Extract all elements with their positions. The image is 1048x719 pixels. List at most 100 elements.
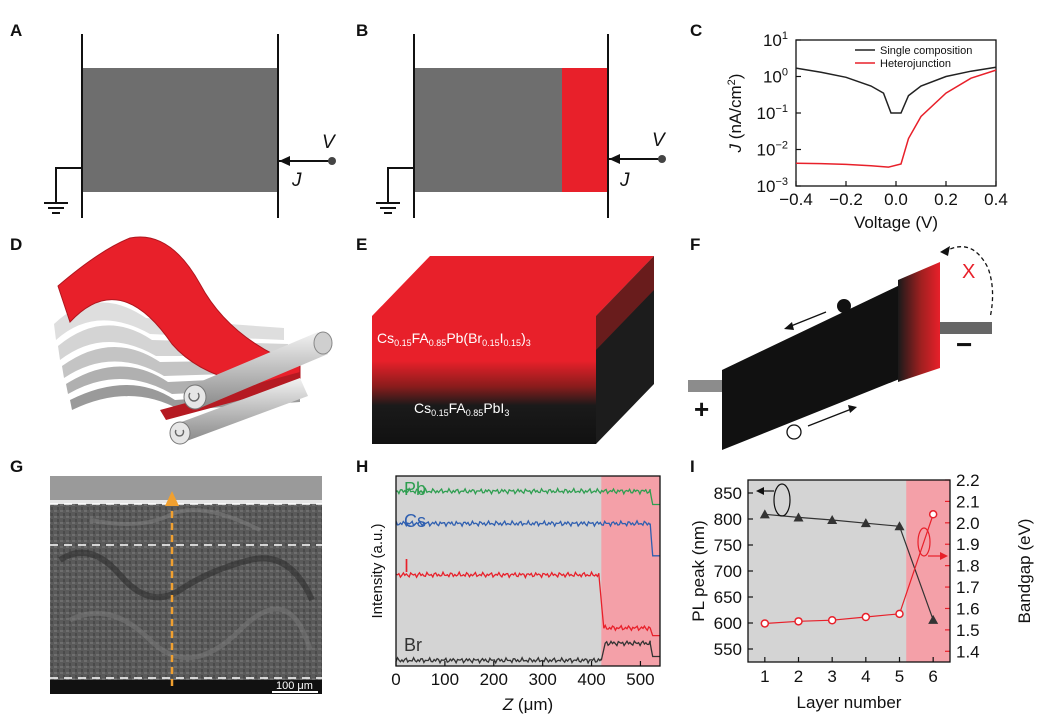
blocked-arrow-head-icon bbox=[940, 246, 950, 256]
ground-wire bbox=[387, 167, 414, 202]
hole-icon bbox=[786, 424, 802, 440]
series-line-i-1 bbox=[764, 514, 934, 625]
x-axis-title-c: Voltage (V) bbox=[854, 213, 938, 232]
y-tick-label-left-i: 750 bbox=[714, 536, 742, 555]
panel-label-c: C bbox=[690, 21, 702, 40]
gray-layer bbox=[414, 68, 562, 192]
y-tick-label-right-i: 2.0 bbox=[956, 514, 980, 533]
hole-arrow-head-icon bbox=[848, 405, 857, 413]
x-axis-title-i: Layer number bbox=[797, 693, 902, 712]
panel-label-g: G bbox=[10, 457, 23, 476]
series-line-c-0 bbox=[795, 66, 997, 114]
heterojunction-region bbox=[906, 480, 950, 662]
y-tick-label-left-i: 600 bbox=[714, 614, 742, 633]
block-side-gradient bbox=[596, 256, 654, 350]
panel-g: G 100 μm bbox=[10, 457, 322, 694]
series-line-h-1 bbox=[395, 519, 660, 557]
plot-frame-h bbox=[395, 475, 661, 667]
panel-h: H 0 100 200 300 400 500 Pb Cs I Br Z (μm) Int… bbox=[356, 457, 661, 714]
sem-top-edge bbox=[50, 476, 322, 500]
x-tick-label-h: 500 bbox=[626, 670, 654, 689]
current-arrow-icon bbox=[609, 154, 620, 164]
y-tick-label-c: 101 bbox=[763, 30, 788, 50]
x-tick-label-i: 2 bbox=[794, 667, 803, 686]
i-ticks: 1 2 3 4 5 6 550 600 650 700 750 800 850 1.4 1.5 1.6 1.7 1… bbox=[714, 471, 980, 686]
panel-label-e: E bbox=[356, 235, 367, 254]
panel-label-h: H bbox=[356, 457, 368, 476]
current-arrow-icon bbox=[279, 156, 290, 166]
left-contact bbox=[688, 380, 722, 392]
plus-sign: + bbox=[694, 394, 709, 424]
y-axis-title-h: Intensity (a.u.) bbox=[369, 523, 386, 618]
y-tick-label-c: 100 bbox=[763, 67, 788, 87]
block-front-face bbox=[372, 316, 596, 444]
panel-d: D bbox=[10, 235, 333, 445]
data-point-bandgap bbox=[794, 617, 803, 626]
data-point-pl bbox=[928, 614, 939, 624]
blocked-mark: X bbox=[962, 261, 975, 283]
y-tick-label-right-i: 1.4 bbox=[956, 642, 980, 661]
series-line-i-0 bbox=[764, 513, 934, 621]
y-tick-label-c: 10−3 bbox=[757, 176, 788, 196]
data-point-bandgap bbox=[760, 619, 770, 628]
left-axis-indicator bbox=[773, 483, 791, 517]
sem-substrate bbox=[50, 680, 322, 694]
data-point-pl bbox=[860, 518, 871, 528]
y-axis-title-left-i: PL peak (nm) bbox=[689, 520, 708, 621]
legend-label-single: Single composition bbox=[880, 45, 972, 57]
sem-cross-section bbox=[50, 504, 322, 680]
y-tick-label-right-i: 1.5 bbox=[956, 621, 980, 640]
y-tick-label-left-i: 850 bbox=[714, 484, 742, 503]
x-tick-label-h: 400 bbox=[577, 670, 605, 689]
y-tick-label-c: 10−1 bbox=[757, 103, 788, 123]
panel-f: F + − X bbox=[688, 235, 994, 450]
right-axis-arrow-head-icon bbox=[940, 552, 948, 560]
sem-bright-line bbox=[50, 500, 322, 504]
y-tick-label-right-i: 1.7 bbox=[956, 578, 980, 597]
minus-sign: − bbox=[956, 329, 972, 360]
black-band bbox=[722, 284, 902, 450]
panel-label-b: B bbox=[356, 21, 368, 40]
c-ticks: −0.4 −0.2 0.0 0.2 0.4 101 100 10−1 10−2 10−3 bbox=[757, 30, 1008, 209]
voltage-label: V bbox=[652, 130, 667, 151]
series-line-c-1 bbox=[795, 69, 997, 168]
x-tick-label-h: 0 bbox=[391, 670, 400, 689]
right-contact bbox=[940, 322, 992, 334]
scan-arrow-head-icon bbox=[165, 491, 179, 506]
y-tick-label-left-i: 800 bbox=[714, 510, 742, 529]
series-line-h-0 bbox=[395, 487, 660, 506]
single-layer-device bbox=[82, 68, 278, 192]
electron-icon bbox=[837, 299, 851, 313]
y-tick-label-left-i: 650 bbox=[714, 588, 742, 607]
c-lines bbox=[795, 66, 997, 168]
x-tick-label-h: 200 bbox=[480, 670, 508, 689]
h-ticks: 0 100 200 300 400 500 bbox=[391, 661, 655, 689]
current-label: J bbox=[619, 170, 630, 191]
blocked-path bbox=[943, 246, 994, 319]
y-tick-label-right-i: 1.6 bbox=[956, 599, 980, 618]
data-point-pl bbox=[759, 509, 770, 519]
electron-arrow-head-icon bbox=[784, 322, 794, 330]
x-tick-label-i: 5 bbox=[895, 667, 904, 686]
panel-label-f: F bbox=[690, 235, 700, 254]
data-point-bandgap bbox=[861, 612, 871, 622]
data-point-bandgap bbox=[895, 609, 904, 619]
data-point-bandgap bbox=[827, 615, 837, 625]
x-tick-label-h: 300 bbox=[528, 670, 556, 689]
y-tick-label-right-i: 2.2 bbox=[956, 471, 980, 490]
plot-frame-i bbox=[747, 479, 951, 663]
panel-label-d: D bbox=[10, 235, 22, 254]
panel-b: B V J bbox=[356, 21, 667, 218]
block-top-face bbox=[372, 256, 654, 316]
panel-label-a: A bbox=[10, 21, 22, 40]
x-tick-label-h: 100 bbox=[431, 670, 459, 689]
y-tick-label-right-i: 1.8 bbox=[956, 557, 980, 576]
ground-icon bbox=[376, 202, 400, 214]
x-tick-label-c: 0.2 bbox=[934, 190, 958, 209]
x-tick-label-c: 0.0 bbox=[884, 190, 908, 209]
heterojunction-region bbox=[601, 476, 660, 666]
ground-icon bbox=[44, 202, 68, 214]
x-tick-label-c: −0.2 bbox=[829, 190, 863, 209]
y-tick-label-c: 10−2 bbox=[757, 140, 788, 160]
